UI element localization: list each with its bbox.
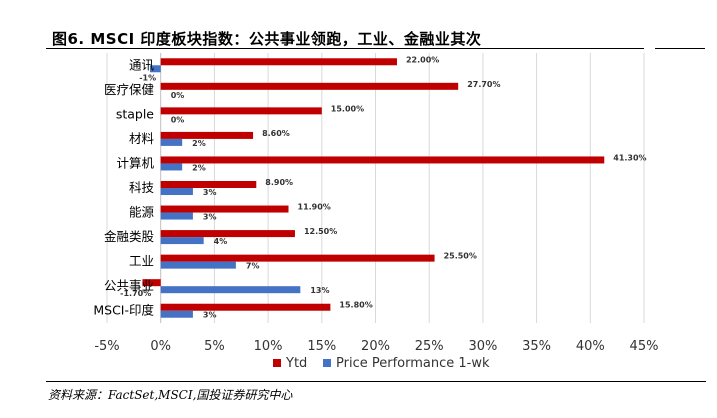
weekly-bar <box>160 163 183 171</box>
ytd-bar <box>160 58 397 66</box>
ytd-data-label: 27.70% <box>467 80 500 89</box>
x-tick-label: 25% <box>415 339 444 354</box>
ytd-bar <box>160 107 322 115</box>
weekly-data-label: -1% <box>139 73 156 82</box>
x-tick-label: 20% <box>361 339 390 354</box>
legend-swatch-weekly <box>323 359 331 367</box>
category-label: MSCI-印度 <box>93 303 154 318</box>
weekly-bar <box>160 212 193 220</box>
category-label: 医疗保健 <box>104 82 155 97</box>
ytd-data-label: 25.50% <box>444 252 477 261</box>
ytd-data-label: 8.60% <box>262 129 290 138</box>
ytd-bar <box>160 82 459 90</box>
weekly-data-label: 0% <box>171 91 185 100</box>
ytd-data-label: 8.90% <box>265 178 293 187</box>
bars <box>142 58 605 318</box>
x-tick-label: 45% <box>630 339 659 354</box>
weekly-data-label: 13% <box>310 286 329 295</box>
weekly-data-label: 3% <box>203 213 217 222</box>
legend: Ytd Price Performance 1-wk <box>273 356 490 371</box>
ytd-data-label: 11.90% <box>298 203 331 212</box>
ytd-bar <box>160 254 435 262</box>
category-label: 金融类股 <box>104 229 155 244</box>
gridlines <box>106 53 645 323</box>
ytd-bar <box>160 230 295 238</box>
category-label: 公共事业 <box>104 278 154 293</box>
chart-title: 图6. MSCI 印度板块指数：公共事业领跑，工业、金融业其次 <box>52 30 482 48</box>
category-label: 材料 <box>129 131 155 146</box>
weekly-data-label: 2% <box>192 139 206 148</box>
title-rule-right <box>655 48 705 49</box>
legend-label-weekly: Price Performance 1-wk <box>336 356 490 371</box>
ytd-bar <box>160 156 605 164</box>
title-rule <box>46 48 644 49</box>
x-tick-label: -5% <box>94 339 119 354</box>
category-label: 计算机 <box>116 155 154 170</box>
weekly-data-label: 3% <box>203 188 217 197</box>
weekly-data-label: 2% <box>192 163 206 172</box>
legend-label-ytd: Ytd <box>285 356 307 371</box>
source-rule <box>46 381 706 382</box>
x-tick-label: 5% <box>204 339 225 354</box>
ytd-bar <box>160 205 289 213</box>
ytd-data-label: 22.00% <box>406 55 439 64</box>
ytd-data-label: 12.50% <box>304 227 337 236</box>
ytd-bar <box>160 131 254 139</box>
weekly-data-label: 7% <box>246 262 260 271</box>
category-label: staple <box>116 106 154 121</box>
ytd-data-label: 41.30% <box>613 153 646 162</box>
source-note: 资料来源：FactSet,MSCI,国投证券研究中心 <box>48 388 293 402</box>
ytd-data-label: 15.80% <box>339 301 372 310</box>
x-tick-label: 15% <box>307 339 336 354</box>
category-label: 通讯 <box>129 57 155 72</box>
ytd-data-label: 15.00% <box>331 104 364 113</box>
x-tick-label: 40% <box>576 339 605 354</box>
weekly-bar <box>160 188 193 195</box>
ytd-data-label: -1.70% <box>120 289 151 298</box>
x-tick-label: 10% <box>254 339 283 354</box>
legend-swatch-ytd <box>273 359 281 367</box>
weekly-bar <box>160 138 183 146</box>
x-axis-ticks: -5% 0% 5% 10% 15% 20% 25% 30% 35% 40% 45% <box>94 339 658 354</box>
category-label: 工业 <box>129 254 154 269</box>
x-tick-label: 0% <box>150 339 171 354</box>
weekly-data-label: 4% <box>214 237 228 246</box>
weekly-bar <box>149 65 161 73</box>
ytd-bar <box>160 303 331 311</box>
weekly-bar <box>160 286 301 294</box>
category-label: 科技 <box>129 180 155 195</box>
x-tick-label: 30% <box>468 339 497 354</box>
x-tick-label: 35% <box>522 339 551 354</box>
weekly-bar <box>160 237 204 245</box>
weekly-data-label: 0% <box>171 115 185 124</box>
weekly-data-label: 3% <box>203 311 217 320</box>
ytd-bar <box>142 279 161 287</box>
weekly-bar <box>160 261 236 269</box>
category-label: 能源 <box>129 205 155 220</box>
ytd-bar <box>160 181 257 188</box>
weekly-bar <box>160 310 193 318</box>
data-labels: 22.00% -1% 27.70% 0% 15.00% 0% 8.60% 2% 41.30% 2%… <box>120 55 646 319</box>
